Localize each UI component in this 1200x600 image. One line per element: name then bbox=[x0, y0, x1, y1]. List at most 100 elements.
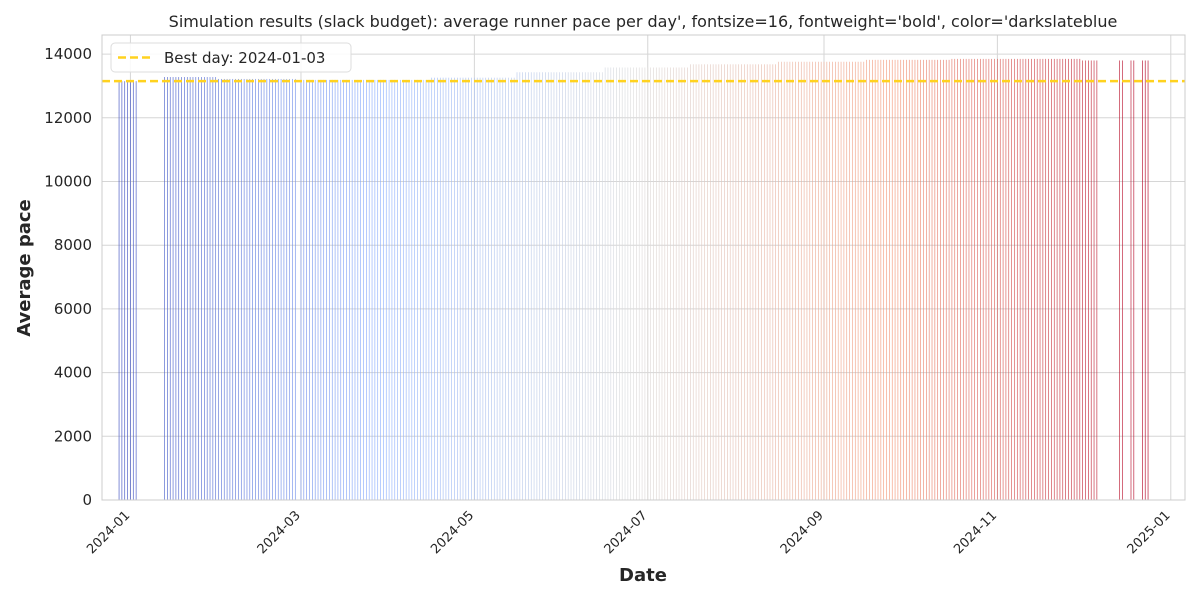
bar bbox=[1122, 60, 1123, 500]
bar bbox=[260, 78, 262, 500]
bar bbox=[877, 59, 879, 500]
bar bbox=[920, 59, 921, 500]
bar bbox=[1076, 58, 1078, 500]
bar bbox=[763, 64, 765, 501]
bar bbox=[294, 78, 296, 500]
bar bbox=[178, 77, 180, 500]
bar bbox=[314, 79, 316, 500]
bar bbox=[348, 79, 350, 500]
bar bbox=[391, 79, 393, 500]
bar bbox=[1090, 60, 1092, 500]
bar bbox=[172, 77, 174, 500]
bar bbox=[195, 77, 197, 500]
bar bbox=[374, 79, 376, 500]
bar bbox=[917, 59, 919, 500]
bar bbox=[249, 78, 251, 500]
bar bbox=[630, 67, 632, 500]
bar bbox=[945, 59, 947, 500]
bar bbox=[184, 77, 185, 500]
bar bbox=[439, 77, 441, 500]
bar bbox=[385, 79, 387, 500]
bar bbox=[872, 59, 873, 500]
bar bbox=[215, 77, 217, 500]
bar bbox=[442, 77, 444, 500]
bar bbox=[550, 72, 552, 500]
bar bbox=[422, 79, 424, 500]
bar bbox=[445, 77, 447, 500]
bar bbox=[565, 72, 566, 500]
bar bbox=[968, 58, 970, 500]
bar bbox=[488, 77, 489, 500]
y-tick-label: 12000 bbox=[44, 109, 92, 127]
bar bbox=[783, 61, 785, 501]
bar bbox=[616, 67, 617, 500]
bar bbox=[840, 61, 842, 501]
bar bbox=[692, 64, 694, 501]
y-ticks: 0 2000 4000 6000 8000 10000 12000 14000 bbox=[44, 45, 92, 509]
bar bbox=[1022, 58, 1024, 500]
bar bbox=[192, 77, 194, 500]
bar bbox=[198, 77, 199, 500]
bar bbox=[513, 77, 515, 500]
bar bbox=[204, 77, 205, 500]
bar bbox=[258, 78, 259, 500]
bar bbox=[167, 77, 168, 500]
bar bbox=[627, 67, 629, 500]
bar bbox=[1062, 58, 1064, 500]
bar bbox=[343, 79, 344, 500]
bar bbox=[962, 58, 964, 500]
bar bbox=[869, 59, 870, 500]
bar bbox=[712, 64, 714, 501]
bar bbox=[789, 61, 791, 501]
bar bbox=[698, 64, 700, 501]
bar bbox=[761, 64, 762, 501]
bar bbox=[860, 61, 862, 501]
bar bbox=[1068, 58, 1069, 500]
bar bbox=[240, 78, 242, 500]
bar bbox=[451, 77, 452, 500]
y-tick-label: 8000 bbox=[54, 236, 92, 254]
bar bbox=[974, 58, 975, 500]
bar bbox=[948, 59, 950, 500]
bar bbox=[525, 72, 526, 500]
bar bbox=[854, 61, 856, 501]
chart-title: Simulation results (slack budget): avera… bbox=[169, 12, 1118, 31]
bar bbox=[647, 67, 649, 500]
y-tick-label: 0 bbox=[82, 491, 92, 509]
bar bbox=[613, 67, 614, 500]
bar bbox=[846, 61, 848, 501]
bar bbox=[383, 79, 384, 500]
bar bbox=[533, 72, 535, 500]
bar bbox=[735, 64, 737, 501]
bar bbox=[778, 61, 779, 501]
bar bbox=[908, 59, 910, 500]
bar bbox=[792, 61, 794, 501]
bar bbox=[340, 79, 342, 500]
bar bbox=[923, 59, 924, 500]
bar bbox=[454, 77, 455, 500]
bar bbox=[331, 79, 333, 500]
bar bbox=[539, 72, 541, 500]
bar bbox=[582, 72, 583, 500]
bar bbox=[661, 67, 663, 500]
bar bbox=[502, 77, 504, 500]
bar bbox=[1016, 58, 1018, 500]
bar bbox=[832, 61, 833, 501]
bar bbox=[400, 79, 401, 500]
bar bbox=[229, 78, 231, 500]
bar bbox=[354, 79, 356, 500]
bar bbox=[559, 72, 560, 500]
bar bbox=[462, 77, 464, 500]
bar bbox=[863, 61, 865, 501]
bar bbox=[280, 78, 282, 500]
bar bbox=[650, 67, 651, 500]
bar bbox=[584, 72, 586, 500]
x-axis-label: Date bbox=[619, 565, 667, 586]
bar bbox=[883, 59, 885, 500]
bar bbox=[837, 61, 839, 501]
legend-box bbox=[110, 42, 352, 73]
bar bbox=[891, 59, 893, 500]
bar bbox=[528, 72, 529, 500]
bar bbox=[994, 58, 995, 500]
y-tick-label: 4000 bbox=[54, 364, 92, 382]
